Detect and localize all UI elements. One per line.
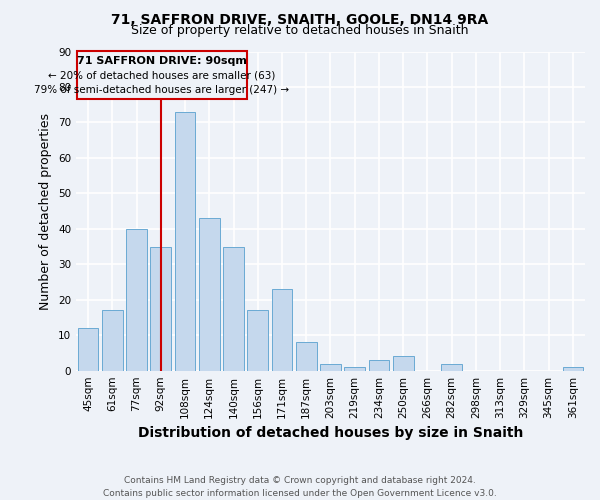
Text: Size of property relative to detached houses in Snaith: Size of property relative to detached ho…	[131, 24, 469, 37]
Bar	[199, 218, 220, 370]
X-axis label: Distribution of detached houses by size in Snaith: Distribution of detached houses by size …	[138, 426, 523, 440]
Bar	[272, 289, 292, 370]
Bar	[126, 229, 147, 370]
Bar	[296, 342, 317, 370]
Bar	[78, 328, 98, 370]
Text: Contains HM Land Registry data © Crown copyright and database right 2024.
Contai: Contains HM Land Registry data © Crown c…	[103, 476, 497, 498]
Bar	[563, 367, 583, 370]
Bar	[320, 364, 341, 370]
Bar	[102, 310, 122, 370]
Bar	[175, 112, 196, 370]
Bar	[247, 310, 268, 370]
Bar	[393, 356, 413, 370]
Text: ← 20% of detached houses are smaller (63): ← 20% of detached houses are smaller (63…	[49, 70, 275, 81]
Bar	[151, 246, 171, 370]
Bar	[368, 360, 389, 370]
Bar	[442, 364, 462, 370]
Bar	[223, 246, 244, 370]
Y-axis label: Number of detached properties: Number of detached properties	[40, 112, 52, 310]
Bar	[344, 367, 365, 370]
Text: 71, SAFFRON DRIVE, SNAITH, GOOLE, DN14 9RA: 71, SAFFRON DRIVE, SNAITH, GOOLE, DN14 9…	[112, 12, 488, 26]
Text: 71 SAFFRON DRIVE: 90sqm: 71 SAFFRON DRIVE: 90sqm	[77, 56, 247, 66]
FancyBboxPatch shape	[77, 51, 247, 100]
Text: 79% of semi-detached houses are larger (247) →: 79% of semi-detached houses are larger (…	[34, 85, 290, 95]
